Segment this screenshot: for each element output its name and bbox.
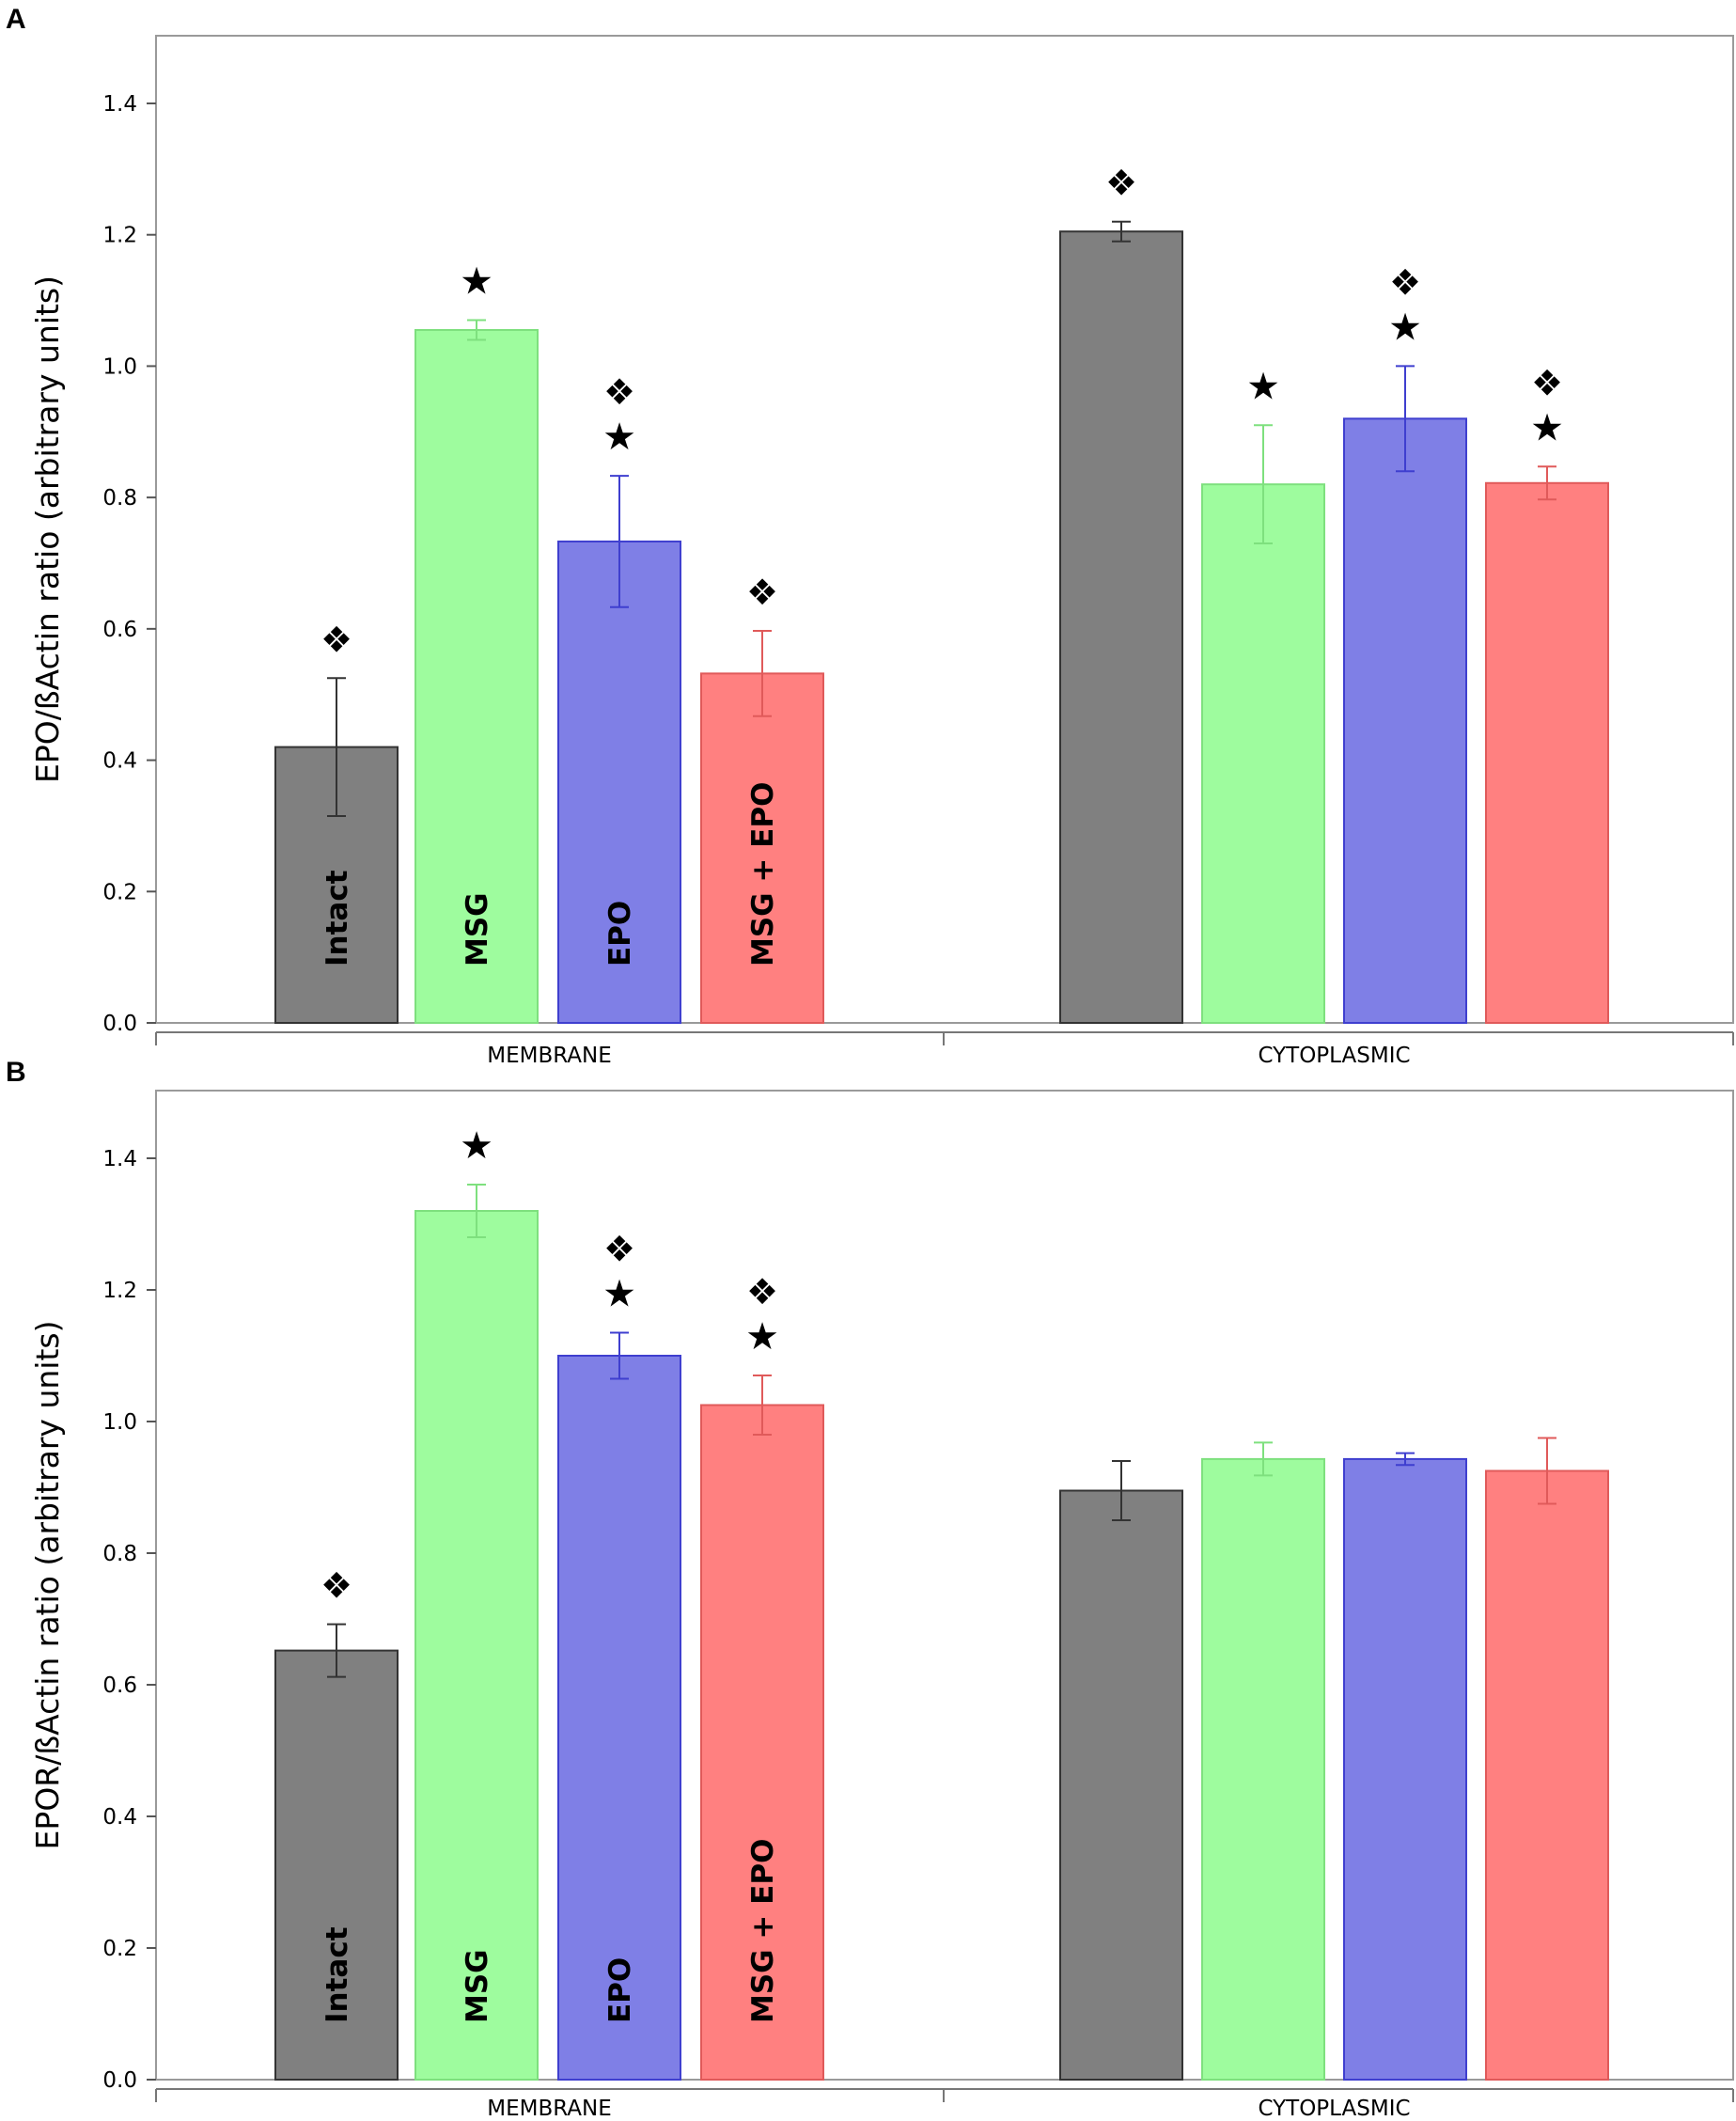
y-tick-label: 1.0 [102,1410,137,1435]
y-tick-label: 1.4 [102,1147,137,1171]
diamond-marker: ❖ [603,371,635,413]
star-marker: ★ [1246,365,1280,408]
diamond-marker: ❖ [321,619,352,660]
diamond-marker: ❖ [1105,163,1137,204]
y-tick-label: 0.8 [102,1542,137,1566]
y-tick-label: 1.2 [102,224,137,248]
bar [1485,1469,1609,2081]
bar [700,672,824,1024]
bar [557,540,681,1024]
panel-letter: B [6,1057,26,1088]
diamond-marker: ❖ [321,1565,352,1607]
group-label-membrane: MEMBRANE [487,1044,612,1068]
bar [1059,1489,1183,2081]
bar-label: MSG [461,892,494,966]
bar-label: Intact [321,870,354,966]
bar [1343,417,1467,1025]
bar [414,1210,539,2081]
y-tick-label: 0.2 [102,1937,137,1961]
y-tick-label: 0.6 [102,1673,137,1698]
plot-frame [155,1090,1734,2081]
plot-frame [155,35,1734,1024]
y-axis-label: EPOR/ßActin ratio (arbitrary units) [29,1321,66,1850]
y-tick-label: 0.6 [102,618,137,642]
diamond-marker: ❖ [746,1271,778,1312]
diamond-marker: ❖ [1389,261,1421,303]
panel-b: B 0.0 0.2 0.4 0.6 0.8 1.0 1.2 1.4 EPOR/ßActin rat… [6,1057,1734,2121]
y-tick-label: 1.2 [102,1279,137,1303]
star-marker: ★ [602,416,636,459]
y-tick-label: 1.4 [102,92,137,117]
diamond-marker: ❖ [746,572,778,613]
group-label-cytoplasmic: CYTOPLASMIC [1258,2097,1410,2121]
bar-label: MSG [461,1949,494,2023]
group-label-cytoplasmic: CYTOPLASMIC [1258,1044,1410,1068]
y-tick-label: 0.4 [102,1805,137,1830]
y-tick-label: 0.0 [102,2068,137,2093]
bar-label: Intact [321,1926,354,2023]
bar-label: EPO [603,901,637,966]
bar [557,1355,681,2081]
y-tick-label: 0.0 [102,1012,137,1036]
bar [1485,481,1609,1024]
group-label-membrane: MEMBRANE [487,2097,612,2121]
star-marker: ★ [460,1124,493,1168]
diamond-marker: ❖ [603,1229,635,1270]
star-marker: ★ [1388,306,1422,349]
diamond-marker: ❖ [1531,362,1563,403]
bar-label: MSG + EPO [746,1839,780,2023]
panel-letter: A [6,4,26,35]
bar [274,1649,399,2081]
bar [1201,483,1325,1024]
bar [1059,230,1183,1024]
star-marker: ★ [460,260,493,304]
bar [1343,1457,1467,2081]
panel-a: A 0.0 0.2 0.4 0.6 0.8 1.0 1.2 1.4 EPO/ßActin rati… [6,4,1734,1068]
star-marker: ★ [602,1273,636,1316]
y-tick-label: 0.2 [102,880,137,904]
bar [1201,1457,1325,2081]
bar-label: MSG + EPO [746,782,780,966]
y-tick-label: 0.8 [102,486,137,511]
y-axis-label: EPO/ßActin ratio (arbitrary units) [29,275,66,783]
star-marker: ★ [1530,406,1564,449]
bar-label: EPO [603,1957,637,2023]
y-tick-label: 1.0 [102,354,137,379]
y-tick-label: 0.4 [102,749,137,774]
bar [700,1404,824,2081]
star-marker: ★ [745,1315,779,1359]
